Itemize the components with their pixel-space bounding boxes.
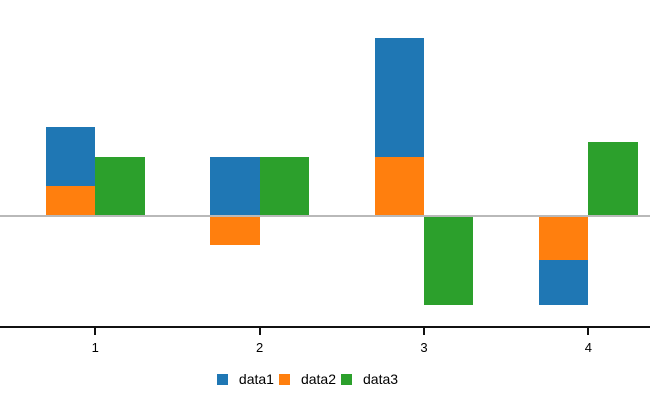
- bar-data1-cat2[interactable]: [210, 156, 260, 216]
- x-axis-tick-1: [94, 328, 97, 335]
- x-axis-tick-label-1: 1: [91, 340, 99, 355]
- bar-data1-cat3[interactable]: [374, 38, 424, 157]
- x-axis-tick-4: [587, 328, 590, 335]
- x-axis-tick-2: [258, 328, 261, 335]
- x-axis-tick-label-3: 3: [420, 340, 428, 355]
- bar-data3-cat2[interactable]: [259, 156, 310, 216]
- legend-label: data1: [238, 371, 274, 387]
- legend-item-data3[interactable]: data3: [341, 371, 398, 387]
- bar-data2-cat3[interactable]: [374, 156, 424, 216]
- legend-swatch-icon: [341, 373, 353, 385]
- x-axis-tick-label-4: 4: [584, 340, 592, 355]
- legend: data1 data2 data3: [0, 370, 635, 388]
- bar-data2-cat1[interactable]: [45, 186, 96, 216]
- bar-data1-cat4[interactable]: [538, 260, 589, 305]
- x-axis-tick-label-2: 2: [256, 340, 264, 355]
- legend-swatch-icon: [216, 373, 228, 385]
- bar-data2-cat2[interactable]: [210, 215, 260, 246]
- legend-swatch-icon: [278, 373, 290, 385]
- zero-gridline: [0, 214, 650, 217]
- legend-label: data3: [363, 371, 399, 387]
- legend-item-data2[interactable]: data2: [278, 371, 337, 387]
- bar-data1-cat1[interactable]: [45, 127, 96, 187]
- bar-data3-cat1[interactable]: [95, 156, 145, 216]
- legend-label: data2: [300, 371, 337, 387]
- bar-data2-cat4[interactable]: [538, 215, 589, 261]
- bar-data3-cat4[interactable]: [588, 141, 638, 216]
- legend-item-data1[interactable]: data1: [216, 371, 274, 387]
- bar-data3-cat3[interactable]: [424, 215, 474, 305]
- x-axis-line: [0, 326, 650, 328]
- x-axis-tick-3: [423, 328, 425, 335]
